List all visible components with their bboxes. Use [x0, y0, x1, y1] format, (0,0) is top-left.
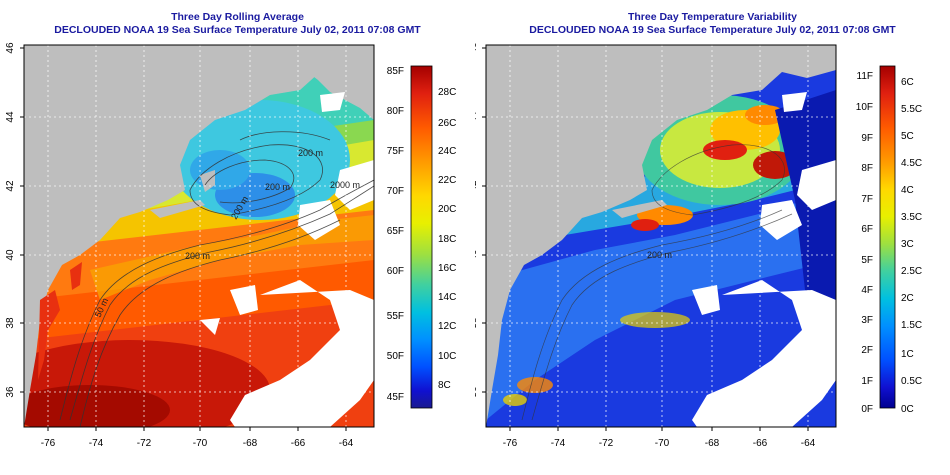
colorbar-c-label: 0C [901, 404, 914, 415]
colorbar-c-label: 28C [438, 87, 456, 98]
colorbar-f-label: 6F [861, 224, 873, 235]
colorbar-c-label: 2.5C [901, 266, 922, 277]
left-map-frame [23, 44, 375, 428]
colorbar-f-label: 2F [861, 345, 873, 356]
colorbar-c-label: 3C [901, 239, 914, 250]
right-map-svg: 200 m -76 -74 -72 -70 -68 -66 -64 36 38 … [475, 42, 922, 449]
colorbar-c-label: 1C [901, 349, 914, 360]
left-map-subtitle: DECLOUDED NOAA 19 Sea Surface Temperatur… [54, 24, 421, 36]
colorbar-c-label: 12C [438, 321, 456, 332]
right-map-title: Three Day Temperature Variability [627, 11, 798, 23]
colorbar-f-label: 7F [861, 194, 873, 205]
x-tick-label: -74 [89, 438, 104, 449]
colorbar-c-label: 20C [438, 204, 456, 215]
right-contour-label: 200 m [647, 250, 672, 260]
y-tick-label: 46 [475, 42, 479, 54]
colorbar-c-label: 6C [901, 77, 914, 88]
colorbar-c-label: 22C [438, 175, 456, 186]
left-contour-label: 200 m [185, 251, 210, 261]
colorbar-c-label: 18C [438, 234, 456, 245]
y-tick-label: 36 [475, 386, 479, 398]
right-colorbar: 11F 10F 9F 8F 7F 6F 5F 4F 3F 2F 1F 0F 6C… [856, 65, 922, 415]
x-tick-label: -72 [599, 438, 614, 449]
x-tick-label: -70 [193, 438, 208, 449]
x-tick-label: -64 [339, 438, 354, 449]
left-map-panel: Three Day Rolling Average DECLOUDED NOAA… [5, 11, 456, 449]
colorbar-f-label: 65F [387, 226, 404, 237]
x-tick-label: -76 [41, 438, 56, 449]
colorbar-f-label: 85F [387, 66, 404, 77]
colorbar-c-label: 10C [438, 351, 456, 362]
colorbar-f-label: 5F [861, 255, 873, 266]
colorbar-c-label: 14C [438, 292, 456, 303]
colorbar-f-label: 1F [861, 376, 873, 387]
y-tick-label: 46 [5, 42, 16, 54]
colorbar-c-label: 26C [438, 118, 456, 129]
colorbar-f-label: 9F [861, 133, 873, 144]
colorbar-c-label: 5.5C [901, 104, 922, 115]
colorbar-f-label: 80F [387, 106, 404, 117]
left-map-title: Three Day Rolling Average [171, 11, 304, 23]
colorbar-c-label: 8C [438, 380, 451, 391]
colorbar-f-label: 11F [857, 71, 874, 82]
y-tick-label: 36 [5, 386, 16, 398]
colorbar-f-label: 50F [387, 351, 404, 362]
colorbar-f-label: 75F [387, 146, 404, 157]
colorbar-f-label: 55F [387, 311, 404, 322]
left-contour-label: 2000 m [330, 180, 360, 190]
colorbar-f-label: 4F [861, 285, 873, 296]
y-tick-label: 38 [475, 317, 479, 329]
y-tick-label: 44 [5, 111, 16, 123]
colorbar-f-label: 3F [861, 315, 873, 326]
x-tick-label: -66 [753, 438, 768, 449]
colorbar-c-label: 1.5C [901, 320, 922, 331]
left-x-axis: -76 -74 -72 -70 -68 -66 -64 [41, 427, 354, 449]
colorbar-c-label: 2C [901, 293, 914, 304]
colorbar-c-label: 5C [901, 131, 914, 142]
x-tick-label: -74 [551, 438, 566, 449]
colorbar-c-label: 3.5C [901, 212, 922, 223]
right-map-subtitle: DECLOUDED NOAA 19 Sea Surface Temperatur… [529, 24, 896, 36]
left-contour-label: 200 m [265, 182, 290, 192]
left-map-area [24, 45, 374, 427]
x-tick-label: -66 [291, 438, 306, 449]
x-tick-label: -70 [655, 438, 670, 449]
x-tick-label: -64 [801, 438, 816, 449]
y-tick-label: 42 [5, 180, 16, 192]
y-tick-label: 38 [5, 317, 16, 329]
colorbar-c-label: 24C [438, 146, 456, 157]
left-map-svg: 200 m 200 m 2000 m 200 m 200 m 50 m -76 … [5, 42, 456, 449]
colorbar-c-label: 4C [901, 185, 914, 196]
x-tick-label: -76 [503, 438, 518, 449]
colorbar-c-label: 4.5C [901, 158, 922, 169]
right-y-axis: 36 38 40 42 44 46 [475, 42, 486, 398]
colorbar-c-label: 16C [438, 263, 456, 274]
right-x-axis: -76 -74 -72 -70 -68 -66 -64 [503, 427, 816, 449]
x-tick-label: -68 [705, 438, 720, 449]
colorbar-f-label: 10F [856, 102, 873, 113]
x-tick-label: -72 [137, 438, 152, 449]
left-colorbar: 85F 80F 75F 70F 65F 60F 55F 50F 45F 28C … [387, 65, 456, 409]
colorbar-f-label: 60F [387, 266, 404, 277]
right-map-area [486, 45, 836, 427]
y-tick-label: 44 [475, 111, 479, 123]
left-y-axis: 36 38 40 42 44 46 [5, 42, 24, 398]
right-map-panel: Three Day Temperature Variability DECLOU… [475, 0, 950, 475]
colorbar-c-label: 0.5C [901, 376, 922, 387]
colorbar-f-label: 8F [861, 163, 873, 174]
y-tick-label: 40 [475, 249, 479, 261]
colorbar-f-label: 45F [387, 392, 404, 403]
colorbar-f-label: 70F [387, 186, 404, 197]
y-tick-label: 40 [5, 249, 16, 261]
colorbar-f-label: 0F [861, 404, 873, 415]
x-tick-label: -68 [243, 438, 258, 449]
left-contour-label: 200 m [298, 148, 323, 158]
y-tick-label: 42 [475, 180, 479, 192]
right-map-frame [485, 44, 837, 428]
